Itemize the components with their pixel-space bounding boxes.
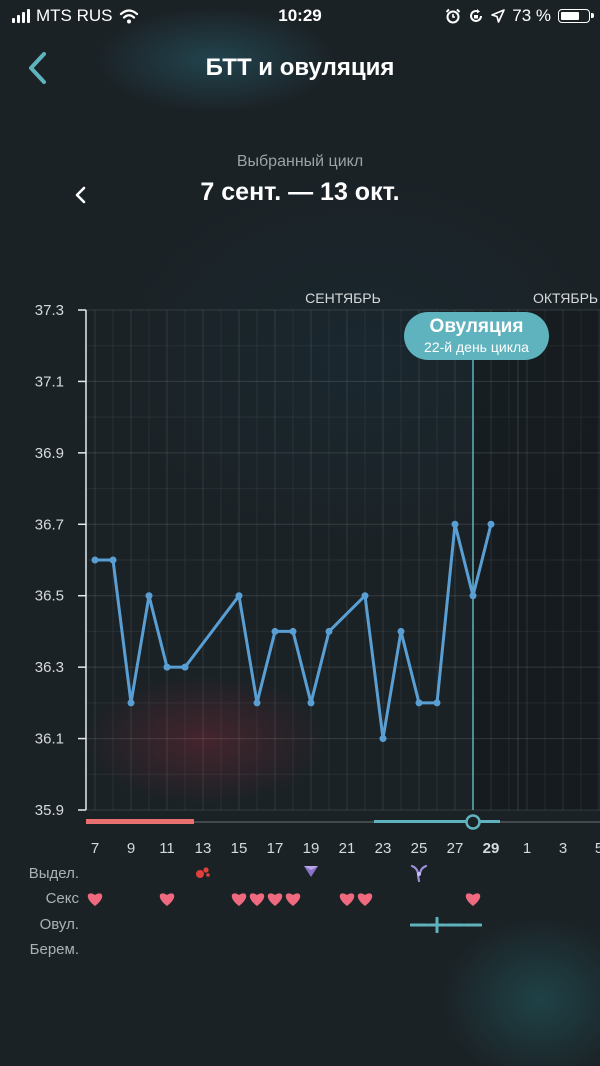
y-tick-label: 36.7 xyxy=(35,516,64,533)
heart-icon[interactable] xyxy=(230,891,248,907)
ovulation-marker-label[interactable]: Овуляция 22-й день цикла xyxy=(404,312,549,360)
x-tick-label[interactable]: 13 xyxy=(195,840,212,857)
carrier-label: MTS RUS xyxy=(36,6,113,25)
row-label-pregnancy: Берем. xyxy=(29,941,79,958)
temperature-point[interactable] xyxy=(433,699,441,707)
status-time: 10:29 xyxy=(278,6,322,25)
temperature-point[interactable] xyxy=(415,699,423,707)
location-arrow-icon xyxy=(491,9,506,23)
row-label-ovulation: Овул. xyxy=(39,916,79,933)
temperature-point[interactable] xyxy=(361,592,369,600)
row-label-sex: Секс xyxy=(45,890,79,907)
x-tick-label[interactable]: 15 xyxy=(231,840,248,857)
page-title: БТТ и овуляция xyxy=(205,54,395,81)
ovulation-test-negative-icon[interactable] xyxy=(445,917,465,938)
blood-drops-icon[interactable] xyxy=(194,864,212,885)
heart-icon[interactable] xyxy=(158,891,176,907)
temperature-point[interactable] xyxy=(379,735,387,743)
row-label-discharge: Выдел. xyxy=(28,865,79,882)
heart-icon[interactable] xyxy=(338,891,356,907)
heart-icon[interactable] xyxy=(248,891,266,907)
heart-icon[interactable] xyxy=(284,891,302,907)
temperature-point[interactable] xyxy=(271,627,279,635)
temperature-point[interactable] xyxy=(127,699,135,707)
x-tick-label[interactable]: 19 xyxy=(303,840,320,857)
temperature-point[interactable] xyxy=(145,592,153,600)
x-tick-label[interactable]: 5 xyxy=(595,840,600,857)
ovulation-test-negative-icon[interactable] xyxy=(409,917,429,938)
heart-icon[interactable] xyxy=(464,891,482,907)
x-tick-label[interactable]: 11 xyxy=(159,840,175,857)
x-tick-label[interactable]: 27 xyxy=(447,840,464,857)
y-tick-label: 36.3 xyxy=(35,659,64,676)
y-tick-label: 37.3 xyxy=(35,302,64,319)
ovulation-test-negative-icon[interactable] xyxy=(463,917,483,938)
temperature-point[interactable] xyxy=(163,663,171,671)
heart-icon[interactable] xyxy=(86,891,104,907)
temperature-point[interactable] xyxy=(91,556,99,564)
x-tick-label[interactable]: 21 xyxy=(339,840,356,857)
x-tick-label[interactable]: 9 xyxy=(127,840,135,857)
month-label-september: СЕНТЯБРЬ xyxy=(305,290,381,306)
x-tick-label[interactable]: 23 xyxy=(375,840,392,857)
fertile-window-bar xyxy=(374,820,500,823)
battery-icon xyxy=(558,9,594,23)
temperature-point[interactable] xyxy=(469,592,477,600)
period-bar xyxy=(86,819,194,824)
signal-icon xyxy=(12,9,30,23)
y-tick-label: 36.1 xyxy=(35,731,64,748)
ovulation-test-positive-icon[interactable] xyxy=(427,916,447,938)
wifi-icon xyxy=(119,9,138,24)
back-chevron-icon[interactable] xyxy=(18,48,58,88)
temperature-point[interactable] xyxy=(235,592,243,600)
y-tick-label: 36.5 xyxy=(35,588,64,605)
previous-cycle-chevron-icon[interactable] xyxy=(66,180,96,210)
temperature-point[interactable] xyxy=(307,699,315,707)
rotation-lock-icon xyxy=(470,9,483,22)
ovulation-marker-subtitle: 22-й день цикла xyxy=(424,339,529,355)
y-tick-label: 37.1 xyxy=(35,373,64,390)
future-shade xyxy=(473,310,600,810)
x-tick-label[interactable]: 29 xyxy=(483,840,500,857)
x-tick-label[interactable]: 17 xyxy=(267,840,284,857)
ovulation-marker-title: Овуляция xyxy=(429,316,524,337)
cycle-date-range: 7 сент. — 13 окт. xyxy=(200,178,400,206)
x-tick-label[interactable]: 7 xyxy=(91,840,99,857)
diamond-drop-icon[interactable] xyxy=(302,864,320,883)
y-tick-label: 36.9 xyxy=(35,445,64,462)
x-tick-label[interactable]: 3 xyxy=(559,840,567,857)
temperature-point[interactable] xyxy=(289,627,297,635)
battery-percent: 73 % xyxy=(512,6,551,25)
temperature-point[interactable] xyxy=(181,663,189,671)
month-label-october: ОКТЯБРЬ xyxy=(533,290,598,306)
temperature-point[interactable] xyxy=(487,520,495,528)
status-bar: MTS RUS 10:29 73 % xyxy=(0,0,600,34)
temperature-point[interactable] xyxy=(397,627,405,635)
temperature-point[interactable] xyxy=(451,520,459,528)
y-tick-label: 35.9 xyxy=(35,802,64,819)
stretchy-discharge-icon[interactable] xyxy=(410,864,428,887)
temperature-point[interactable] xyxy=(109,556,117,564)
alarm-icon xyxy=(446,8,461,24)
x-tick-label[interactable]: 1 xyxy=(523,840,531,857)
x-tick-label[interactable]: 25 xyxy=(411,840,428,857)
heart-icon[interactable] xyxy=(266,891,284,907)
heart-icon[interactable] xyxy=(356,891,374,907)
cycle-caption: Выбранный цикл xyxy=(236,153,364,170)
temperature-point[interactable] xyxy=(325,627,333,635)
temperature-point[interactable] xyxy=(253,699,261,707)
ovulation-day-marker[interactable] xyxy=(465,814,481,830)
